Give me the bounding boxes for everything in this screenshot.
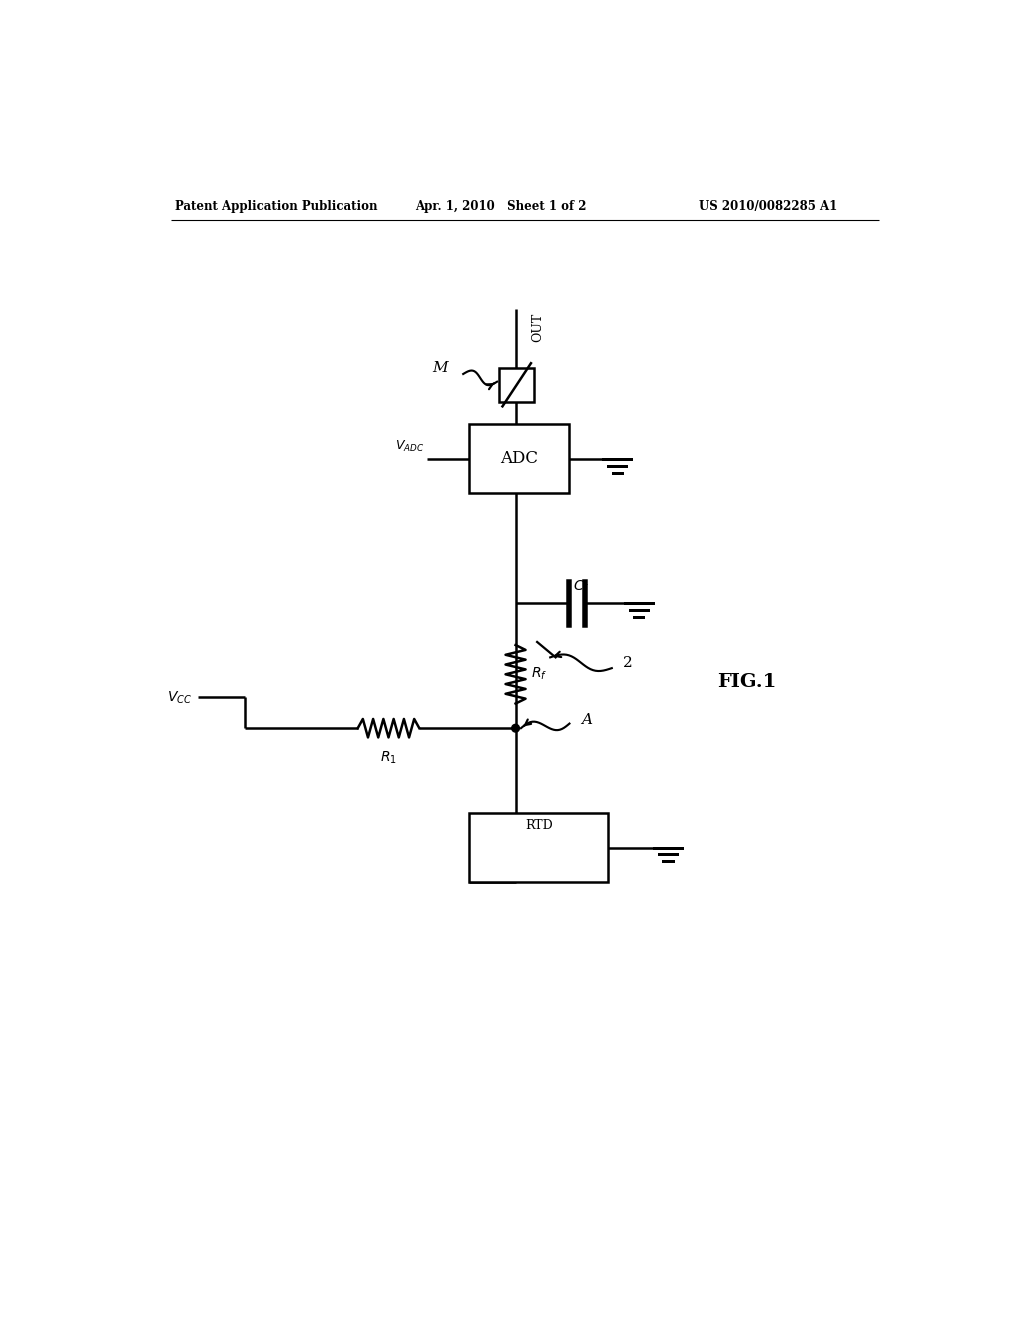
Text: $R_f$: $R_f$ <box>531 667 547 682</box>
Text: $R_1$: $R_1$ <box>380 750 397 766</box>
Text: RTD: RTD <box>524 818 553 832</box>
Text: Apr. 1, 2010   Sheet 1 of 2: Apr. 1, 2010 Sheet 1 of 2 <box>416 199 587 213</box>
Text: 2: 2 <box>624 656 633 669</box>
Text: $V_{CC}$: $V_{CC}$ <box>167 689 193 706</box>
Text: FIG.1: FIG.1 <box>717 673 776 690</box>
Text: ADC: ADC <box>501 450 539 467</box>
Text: $V_{ADC}$: $V_{ADC}$ <box>395 440 425 454</box>
Bar <box>469 813 608 882</box>
Text: OUT: OUT <box>531 313 544 342</box>
Text: US 2010/0082285 A1: US 2010/0082285 A1 <box>698 199 837 213</box>
Bar <box>469 424 569 494</box>
Text: $C_f$: $C_f$ <box>572 579 589 595</box>
Circle shape <box>512 725 519 733</box>
Text: A: A <box>581 714 592 727</box>
Text: M: M <box>432 360 447 375</box>
Bar <box>499 368 535 401</box>
Text: Patent Application Publication: Patent Application Publication <box>175 199 378 213</box>
